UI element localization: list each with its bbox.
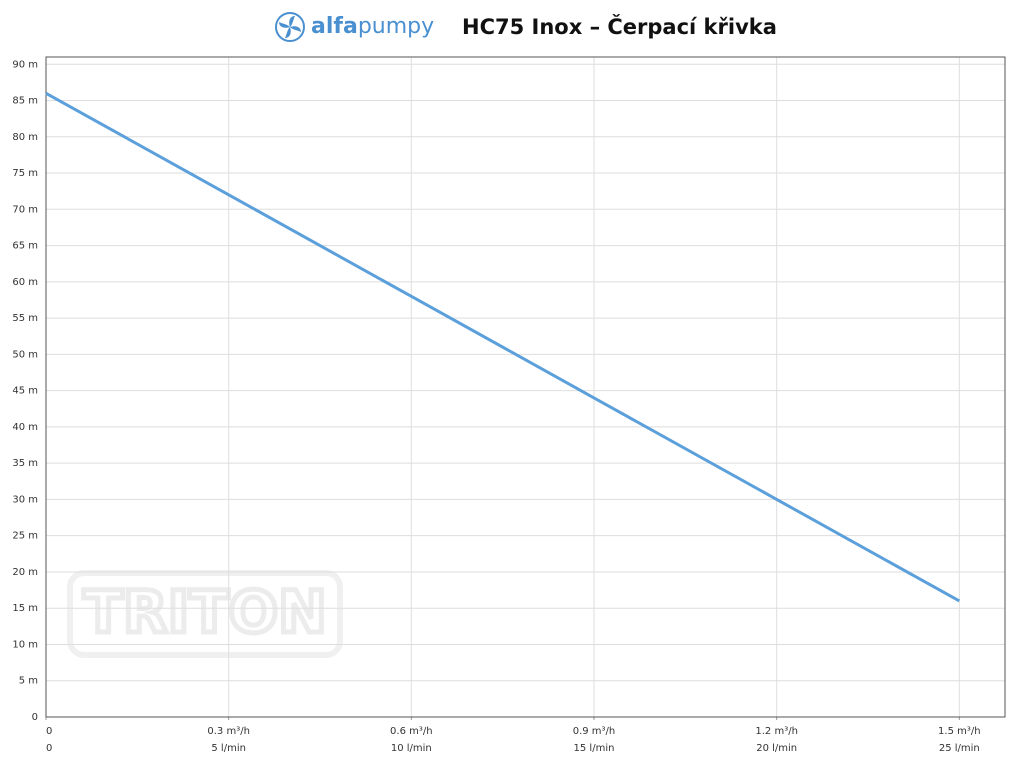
pump-curve: [45, 91, 961, 603]
y-tick-label: 30 m: [12, 494, 38, 505]
x2-tick-label: 15 l/min: [574, 743, 615, 754]
y-tick-label: 50 m: [12, 349, 38, 360]
y-tick-label: 45 m: [12, 386, 38, 397]
y-tick-label: 10 m: [12, 639, 38, 650]
logo-bold: alfa: [311, 14, 358, 39]
x2-tick-label: 25 l/min: [939, 743, 980, 754]
y-tick-label: 20 m: [12, 567, 38, 578]
y-tick-label: 90 m: [12, 59, 38, 70]
watermark: TRITON: [67, 570, 343, 658]
chart-title: HC75 Inox – Čerpací křivka: [462, 14, 777, 39]
plot-frame: [45, 56, 1006, 718]
y-tick-label: 55 m: [12, 313, 38, 324]
x-tick-label: 1.5 m³/h: [938, 726, 981, 737]
y-tick-label: 5 m: [19, 676, 38, 687]
y-tick-label: 35 m: [12, 458, 38, 469]
x2-tick-label: 5 l/min: [211, 743, 246, 754]
x-tick-label: 0: [46, 726, 52, 737]
logo-icon: [275, 12, 305, 42]
x2-tick-label: 0: [46, 743, 52, 754]
y-tick-label: 85 m: [12, 96, 38, 107]
logo-regular: pumpy: [358, 14, 434, 39]
y-tick-label: 0: [32, 712, 38, 723]
y-tick-label: 15 m: [12, 603, 38, 614]
y-tick-label: 75 m: [12, 168, 38, 179]
logo-text: alfapumpy: [311, 14, 434, 39]
x-tick-label: 0.6 m³/h: [390, 726, 433, 737]
x-tick-label: 0.9 m³/h: [573, 726, 616, 737]
x-tick-label: 0.3 m³/h: [207, 726, 250, 737]
watermark-text: TRITON: [83, 578, 326, 646]
y-tick-label: 25 m: [12, 531, 38, 542]
x-tick-label: 1.2 m³/h: [755, 726, 798, 737]
y-tick-label: 65 m: [12, 241, 38, 252]
y-tick-label: 40 m: [12, 422, 38, 433]
x2-tick-label: 20 l/min: [756, 743, 797, 754]
y-tick-label: 80 m: [12, 132, 38, 143]
y-tick-label: 70 m: [12, 204, 38, 215]
x2-tick-label: 10 l/min: [391, 743, 432, 754]
y-tick-label: 60 m: [12, 277, 38, 288]
